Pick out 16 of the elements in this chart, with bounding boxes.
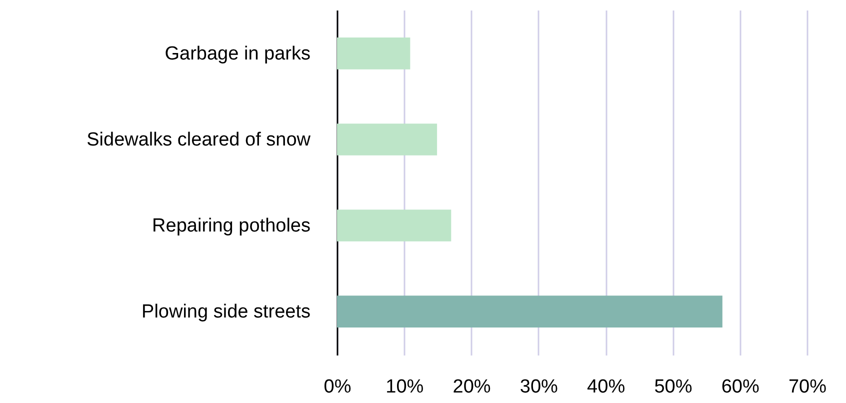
- y-tick-label: Plowing side streets: [142, 302, 310, 323]
- x-tick-label: 60%: [721, 376, 760, 398]
- y-tick-label: Repairing potholes: [152, 216, 310, 237]
- y-tick-label: Sidewalks cleared of snow: [86, 129, 311, 150]
- bar: [337, 38, 410, 70]
- x-tick-label: 0%: [324, 376, 352, 398]
- x-tick-label: 70%: [788, 376, 827, 398]
- x-tick-label: 10%: [386, 376, 424, 398]
- x-tick-label: 30%: [520, 376, 558, 398]
- x-tick-label: 20%: [452, 376, 491, 398]
- bar: [337, 210, 452, 242]
- x-tick-label: 50%: [654, 376, 692, 398]
- x-tick-label: 40%: [587, 376, 626, 398]
- bar: [337, 124, 438, 156]
- y-tick-label: Garbage in parks: [164, 43, 310, 64]
- bar: [337, 296, 722, 328]
